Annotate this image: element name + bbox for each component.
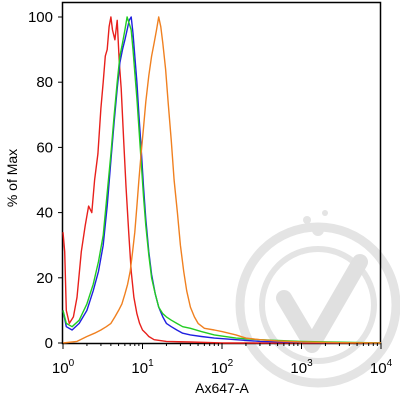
series-line-4 [62, 16, 382, 344]
y-tick-label: 60 [36, 139, 53, 156]
x-tick-label: 104 [370, 358, 393, 377]
y-axis-title: % of Max [4, 149, 20, 207]
x-tick-label: 102 [211, 358, 234, 377]
x-axis-title: Ax647-A [195, 380, 249, 396]
y-axis: 0 20 40 60 80 100 [28, 9, 63, 352]
series-line-3 [62, 16, 382, 344]
x-tick-label: 103 [290, 358, 313, 377]
y-tick-label: 40 [36, 205, 53, 222]
series-line-1 [62, 16, 381, 344]
y-tick-label: 20 [36, 270, 53, 287]
y-tick-label: 80 [36, 74, 53, 91]
series-layer [62, 16, 382, 344]
series-line-2 [62, 16, 382, 344]
x-tick-label: 100 [52, 358, 75, 377]
x-axis: 100 101 102 103 104 [52, 343, 393, 377]
y-tick-label: 0 [45, 335, 53, 352]
watermark-logo [235, 210, 400, 388]
x-tick-label: 101 [131, 358, 154, 377]
y-tick-label: 100 [28, 9, 53, 26]
